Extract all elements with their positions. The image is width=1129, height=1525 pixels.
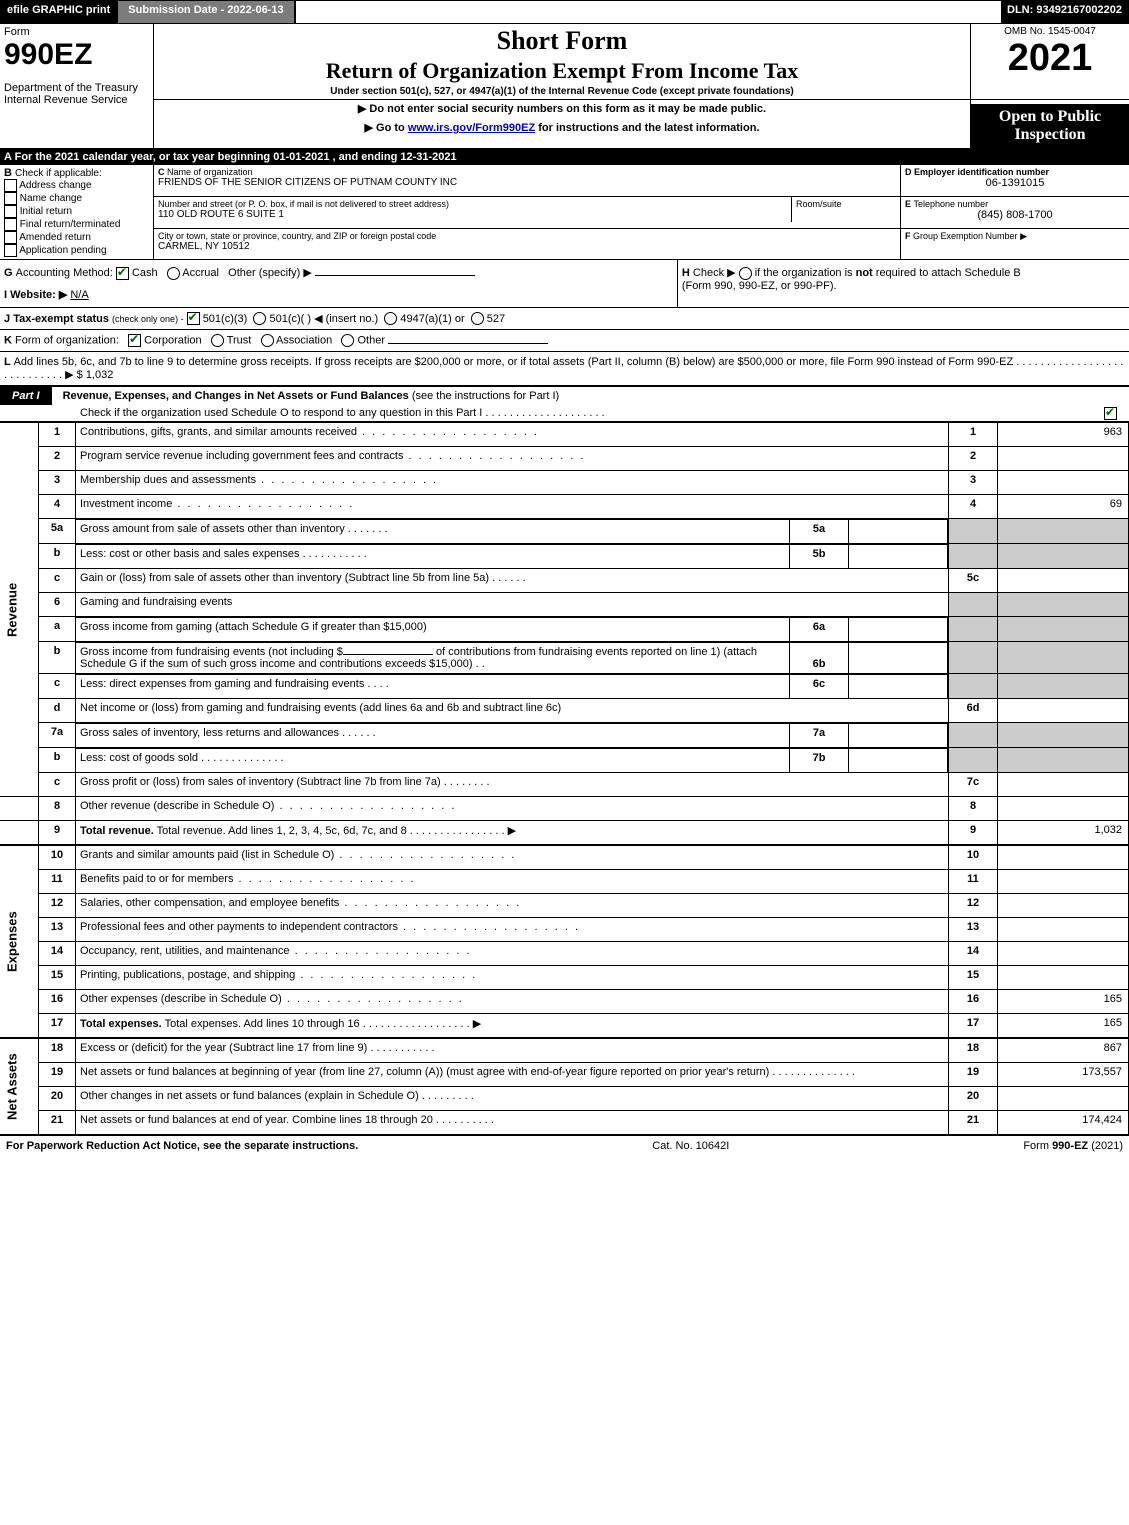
- form-word: Form: [4, 26, 149, 38]
- name-change-checkbox[interactable]: [4, 192, 17, 205]
- open-to-public: Open to Public Inspection: [971, 104, 1129, 148]
- website-label: Website: ▶: [10, 289, 67, 301]
- line20-value: [998, 1087, 1129, 1111]
- page-footer: For Paperwork Reduction Act Notice, see …: [0, 1136, 1129, 1156]
- 527-radio[interactable]: [471, 312, 484, 325]
- revenue-side-label: Revenue: [0, 423, 39, 797]
- line1-value: 963: [998, 423, 1129, 447]
- schedule-o-checkbox[interactable]: [1104, 407, 1117, 420]
- top-bar: efile GRAPHIC print Submission Date - 20…: [0, 0, 1129, 24]
- form-subtitle: Under section 501(c), 527, or 4947(a)(1)…: [158, 86, 966, 97]
- line6d-value: [998, 699, 1129, 723]
- street-label: Number and street (or P. O. box, if mail…: [158, 199, 787, 209]
- phone-label: Telephone number: [914, 199, 989, 209]
- line-L: L Add lines 5b, 6c, and 7b to line 9 to …: [0, 352, 1129, 387]
- form-header: Form 990EZ Department of the Treasury In…: [0, 24, 1129, 149]
- application-pending-checkbox[interactable]: [4, 244, 17, 257]
- form-number: 990EZ: [4, 38, 149, 72]
- line-A: A For the 2021 calendar year, or tax yea…: [0, 149, 1129, 165]
- ein-label: Employer identification number: [914, 167, 1049, 177]
- h-form-note: (Form 990, 990-EZ, or 990-PF).: [682, 280, 1125, 292]
- addr-change-checkbox[interactable]: [4, 179, 17, 192]
- line8-value: [998, 797, 1129, 821]
- irs-label: Internal Revenue Service: [4, 94, 149, 106]
- 501c3-checkbox[interactable]: [187, 312, 200, 325]
- assoc-radio[interactable]: [261, 334, 274, 347]
- omb-number: OMB No. 1545-0047: [975, 26, 1125, 37]
- line11-value: [998, 870, 1129, 894]
- final-return-checkbox[interactable]: [4, 218, 17, 231]
- gross-receipts-value: $ 1,032: [77, 369, 114, 381]
- line21-value: 174,424: [998, 1111, 1129, 1136]
- line9-value: 1,032: [998, 821, 1129, 846]
- line19-value: 173,557: [998, 1063, 1129, 1087]
- org-name-label: Name of organization: [167, 167, 253, 177]
- submission-date: Submission Date - 2022-06-13: [116, 1, 295, 23]
- expenses-side-label: Expenses: [0, 845, 39, 1038]
- tax-year: 2021: [975, 37, 1125, 80]
- acct-method-label: Accounting Method:: [16, 267, 113, 279]
- entity-info: B Check if applicable: Address change Na…: [0, 165, 1129, 260]
- line-K: K Form of organization: Corporation Trus…: [0, 330, 1129, 352]
- phone-value: (845) 808-1700: [905, 209, 1125, 221]
- 501c-radio[interactable]: [253, 312, 266, 325]
- line12-value: [998, 894, 1129, 918]
- line7c-value: [998, 773, 1129, 797]
- check-if-applicable: Check if applicable:: [15, 168, 102, 179]
- line-J: J Tax-exempt status (check only one) - 5…: [0, 308, 1129, 331]
- accrual-radio[interactable]: [167, 267, 180, 280]
- line15-value: [998, 966, 1129, 990]
- dln-label: DLN: 93492167002202: [1001, 1, 1128, 23]
- amended-return-checkbox[interactable]: [4, 231, 17, 244]
- website-value: N/A: [70, 289, 88, 301]
- line2-value: [998, 447, 1129, 471]
- part1-table: Revenue 1Contributions, gifts, grants, a…: [0, 422, 1129, 1136]
- line17-value: 165: [998, 1014, 1129, 1039]
- line13-value: [998, 918, 1129, 942]
- corp-checkbox[interactable]: [128, 334, 141, 347]
- other-radio[interactable]: [341, 334, 354, 347]
- line18-value: 867: [998, 1038, 1129, 1063]
- h-radio[interactable]: [739, 267, 752, 280]
- short-form-title: Short Form: [158, 26, 966, 56]
- ein-value: 06-1391015: [905, 177, 1125, 189]
- schedule-o-check-text: Check if the organization used Schedule …: [80, 407, 482, 419]
- org-name: FRIENDS OF THE SENIOR CITIZENS OF PUTNAM…: [158, 177, 896, 188]
- irs-link[interactable]: www.irs.gov/Form990EZ: [408, 122, 535, 134]
- line4-value: 69: [998, 495, 1129, 519]
- city-value: CARMEL, NY 10512: [158, 241, 896, 252]
- line14-value: [998, 942, 1129, 966]
- efile-label[interactable]: efile GRAPHIC print: [1, 1, 116, 23]
- group-exemption-label: Group Exemption Number: [913, 231, 1018, 241]
- goto-note: ▶ Go to www.irs.gov/Form990EZ for instru…: [158, 121, 966, 134]
- form-title: Return of Organization Exempt From Incom…: [158, 58, 966, 84]
- line16-value: 165: [998, 990, 1129, 1014]
- dept-treasury: Department of the Treasury: [4, 82, 149, 94]
- initial-return-checkbox[interactable]: [4, 205, 17, 218]
- street-value: 110 OLD ROUTE 6 SUITE 1: [158, 209, 787, 220]
- ssn-warning: ▶ Do not enter social security numbers o…: [158, 102, 966, 115]
- paperwork-notice: For Paperwork Reduction Act Notice, see …: [6, 1140, 358, 1152]
- part1-header: Part I Revenue, Expenses, and Changes in…: [0, 387, 1129, 422]
- trust-radio[interactable]: [211, 334, 224, 347]
- city-label: City or town, state or province, country…: [158, 231, 896, 241]
- g-h-row: G Accounting Method: Cash Accrual Other …: [0, 260, 1129, 308]
- line3-value: [998, 471, 1129, 495]
- 4947-radio[interactable]: [384, 312, 397, 325]
- form-footer-label: Form 990-EZ (2021): [1023, 1140, 1123, 1152]
- cash-checkbox[interactable]: [116, 267, 129, 280]
- netassets-side-label: Net Assets: [0, 1038, 39, 1135]
- h-check-label: Check ▶: [693, 267, 736, 279]
- room-label: Room/suite: [796, 199, 896, 209]
- line5c-value: [998, 569, 1129, 593]
- catalog-number: Cat. No. 10642I: [652, 1140, 729, 1152]
- line10-value: [998, 845, 1129, 870]
